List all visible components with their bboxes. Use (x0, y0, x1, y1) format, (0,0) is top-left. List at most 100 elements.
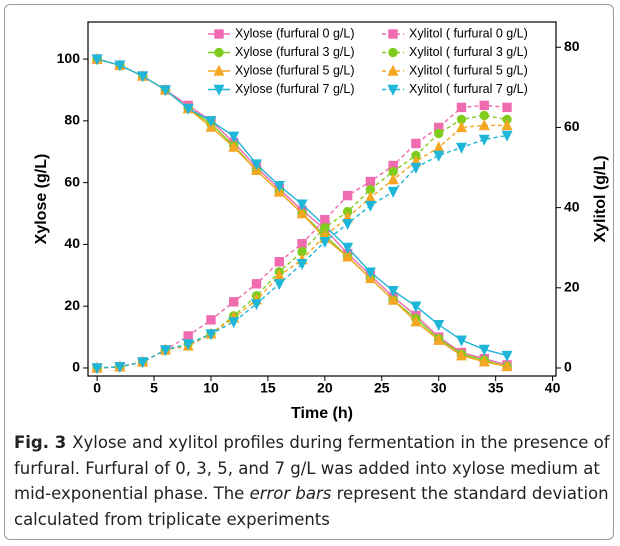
figure-frame (4, 4, 614, 540)
marker (296, 207, 308, 219)
marker (364, 200, 376, 212)
y-tick-label: 20 (64, 297, 80, 313)
legend-label: Xylitol ( furfural 7 g/L) (409, 82, 528, 96)
chart: Time (h) Xylose (g/L) Xylitol (g/L) 0 5 10… (33, 21, 609, 422)
y-axis-title: Xylose (g/L) (33, 154, 50, 245)
plot-frame (87, 21, 557, 377)
marker (501, 360, 513, 372)
marker (388, 29, 398, 39)
x-axis-title: Time (h) (291, 405, 353, 422)
marker (478, 119, 490, 131)
marker (433, 333, 445, 345)
y-tick-label: 100 (57, 50, 81, 66)
marker (228, 140, 240, 152)
marker (251, 159, 263, 171)
marker (388, 47, 398, 58)
marker (229, 297, 239, 307)
legend-label: Xylose (furfural 5 g/L) (235, 63, 355, 77)
marker (410, 301, 422, 313)
marker (213, 64, 225, 76)
marker (183, 331, 193, 341)
y-tick-label: 60 (64, 173, 80, 189)
legend-label: Xylose (furfural 3 g/L) (235, 45, 355, 59)
marker (159, 345, 171, 357)
caption-text: represent the standard deviation calcula… (14, 484, 609, 529)
marker (114, 60, 126, 72)
marker (251, 299, 263, 311)
marker (342, 218, 354, 230)
marker (455, 349, 467, 361)
marker (387, 64, 399, 76)
marker (320, 214, 330, 225)
y-tick-label: 80 (64, 112, 80, 128)
legend-label: Xylitol ( furfural 5 g/L) (409, 63, 528, 77)
marker (455, 335, 467, 347)
marker (159, 85, 171, 97)
marker (387, 186, 399, 198)
marker (478, 134, 490, 146)
caption-emphasis: error bars (249, 484, 332, 503)
marker (214, 29, 224, 39)
marker (387, 293, 399, 305)
marker (364, 267, 376, 279)
marker (251, 279, 262, 289)
x-tick-label: 10 (203, 380, 219, 396)
marker (319, 236, 331, 249)
marker (296, 259, 308, 271)
marker (228, 131, 240, 143)
marker (205, 116, 217, 128)
marker (479, 100, 489, 111)
y-tick-label: 40 (64, 235, 80, 251)
marker (364, 191, 376, 203)
marker (478, 355, 490, 367)
marker (455, 121, 467, 133)
marker (502, 102, 512, 113)
marker (411, 138, 421, 149)
y2-axis-title: Xylitol (g/L) (592, 155, 609, 242)
legend-label: Xylitol ( furfural 3 g/L) (409, 45, 528, 59)
marker (434, 128, 444, 139)
y2-tick-label: 40 (564, 198, 580, 214)
marker (296, 199, 308, 211)
x-tick-label: 40 (545, 380, 561, 396)
marker (456, 102, 467, 113)
legend-label: Xylose (furfural 0 g/L) (235, 26, 355, 40)
x-tick-label: 20 (317, 380, 333, 396)
y-tick-label: 0 (72, 359, 80, 375)
marker (137, 71, 149, 83)
marker (342, 242, 354, 254)
marker (297, 239, 307, 249)
marker (342, 250, 354, 262)
marker (410, 162, 422, 174)
marker (387, 173, 399, 185)
legend-label: Xylose (furfural 7 g/L) (235, 82, 355, 96)
x-tick-label: 25 (374, 380, 390, 396)
marker (273, 279, 285, 291)
y2-tick-label: 60 (564, 118, 580, 134)
marker (91, 363, 103, 375)
marker (342, 190, 353, 201)
marker (114, 362, 126, 374)
marker (206, 315, 216, 325)
marker (479, 110, 489, 121)
marker (501, 130, 513, 142)
marker (205, 329, 217, 341)
y2-tick-label: 20 (564, 279, 580, 295)
x-tick-label: 35 (488, 380, 504, 396)
x-tick-label: 5 (150, 380, 158, 396)
marker (228, 317, 240, 329)
marker (274, 257, 284, 267)
marker (365, 176, 376, 187)
x-tick-label: 0 (93, 380, 101, 396)
caption-text: Xylose and xylitol profiles during ferme… (14, 433, 610, 503)
marker (91, 54, 103, 66)
marker (410, 315, 422, 327)
marker (137, 357, 149, 369)
marker (433, 320, 445, 332)
y2-tick-label: 0 (564, 359, 572, 375)
marker (455, 142, 467, 154)
caption-label: Fig. 3 (14, 433, 67, 452)
marker (501, 119, 513, 131)
x-tick-label: 15 (260, 380, 276, 396)
legend-label: Xylitol ( furfural 0 g/L) (409, 26, 528, 40)
